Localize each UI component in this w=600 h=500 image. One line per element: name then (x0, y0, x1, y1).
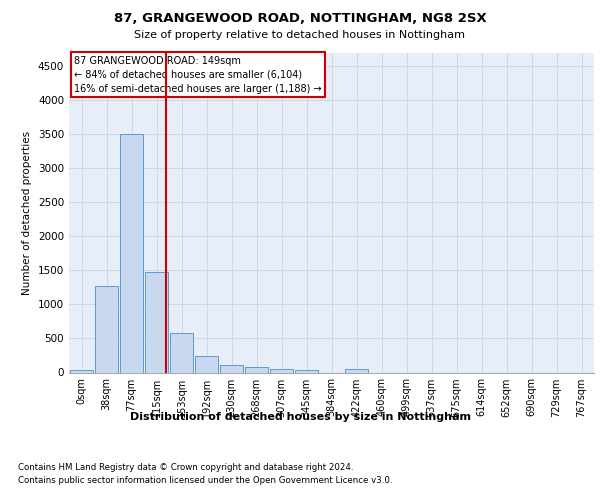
Text: Size of property relative to detached houses in Nottingham: Size of property relative to detached ho… (134, 30, 466, 40)
Bar (119, 134, 143, 372)
Bar (170, 333, 193, 372)
Text: 87, GRANGEWOOD ROAD, NOTTINGHAM, NG8 2SX: 87, GRANGEWOOD ROAD, NOTTINGHAM, NG8 2SX (113, 12, 487, 26)
Bar (145, 272, 169, 372)
Bar (344, 369, 368, 372)
Text: Contains HM Land Registry data © Crown copyright and database right 2024.: Contains HM Land Registry data © Crown c… (18, 462, 353, 471)
Bar (220, 364, 244, 372)
Text: Contains public sector information licensed under the Open Government Licence v3: Contains public sector information licen… (18, 476, 392, 485)
Bar (194, 356, 218, 372)
Bar (245, 367, 268, 372)
Bar (70, 370, 94, 372)
Text: Distribution of detached houses by size in Nottingham: Distribution of detached houses by size … (130, 412, 470, 422)
Text: 87 GRANGEWOOD ROAD: 149sqm
← 84% of detached houses are smaller (6,104)
16% of s: 87 GRANGEWOOD ROAD: 149sqm ← 84% of deta… (74, 56, 322, 94)
Bar (95, 286, 118, 372)
Y-axis label: Number of detached properties: Number of detached properties (22, 130, 32, 294)
Bar (295, 370, 319, 372)
Bar (269, 369, 293, 372)
